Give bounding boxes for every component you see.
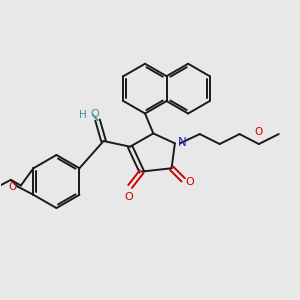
Text: O: O bbox=[124, 193, 133, 202]
Text: O: O bbox=[255, 128, 263, 137]
Text: H: H bbox=[79, 110, 87, 120]
Text: N: N bbox=[178, 136, 186, 149]
Text: O: O bbox=[8, 182, 16, 192]
Text: O: O bbox=[90, 109, 99, 119]
Text: O: O bbox=[186, 176, 195, 187]
